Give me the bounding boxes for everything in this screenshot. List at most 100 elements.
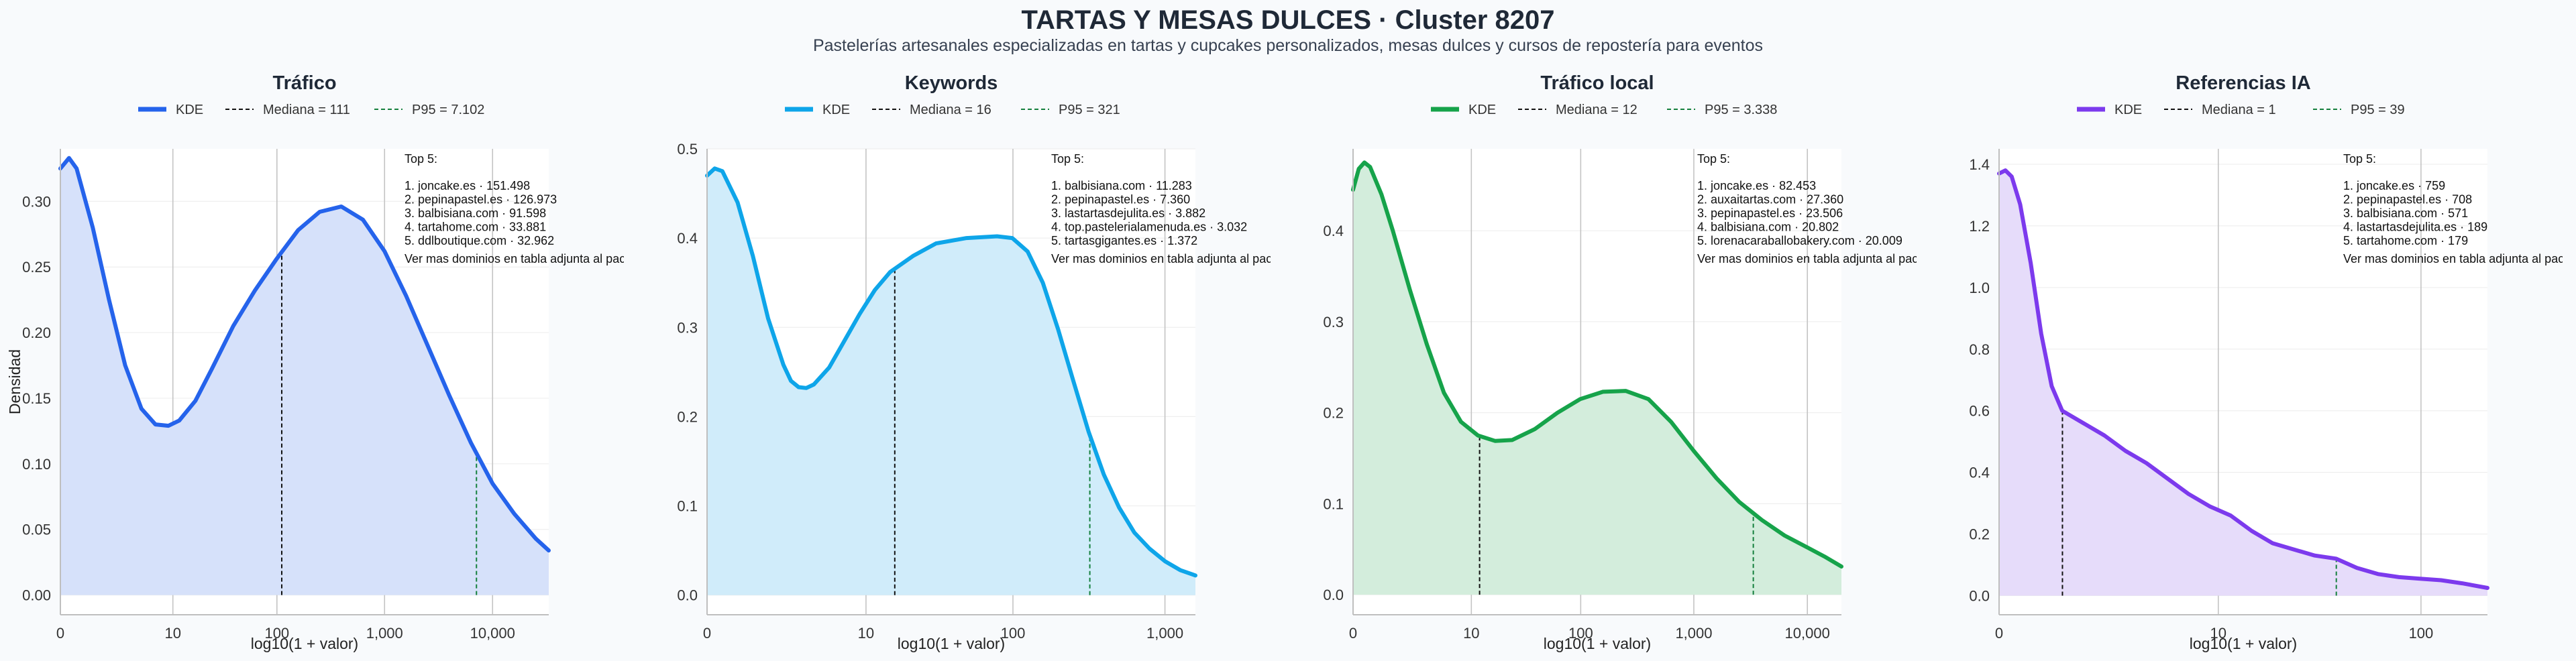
x-tick-label: 10,000 (1785, 625, 1830, 642)
y-tick-label: 0.3 (1323, 314, 1344, 330)
legend-label-median: Mediana = 1 (2202, 103, 2276, 117)
legend: KDE Mediana = 1 P95 = 39 (2077, 103, 2405, 117)
page-title: TARTAS Y MESAS DULCES · Cluster 8207 (1021, 5, 1555, 35)
y-tick-label: 1.0 (1969, 280, 1990, 296)
top5-item: 2. pepinapastel.es · 708 (2343, 193, 2472, 206)
top5-item: 5. tartasgigantes.es · 1.372 (1051, 234, 1197, 247)
top5-item: 2. pepinapastel.es · 7.360 (1051, 193, 1190, 206)
x-tick-label: 100 (1568, 625, 1593, 642)
page-subtitle: Pastelerías artesanales especializadas e… (812, 36, 1764, 55)
y-tick-label: 0.25 (22, 259, 51, 276)
kde-curve (1351, 160, 1843, 569)
top5-item: 1. joncake.es · 82.453 (1697, 179, 1816, 192)
top5-heading: Top 5: (2343, 152, 2376, 166)
y-tick-label: 1.2 (1969, 218, 1990, 235)
x-axis-label: log10(1 + valor) (251, 635, 358, 652)
x-axis-label: log10(1 + valor) (1544, 635, 1651, 652)
legend: KDE Mediana = 111 P95 = 7.102 (138, 103, 484, 117)
y-tick-label: 0.00 (22, 587, 51, 604)
x-tick-label: 1,000 (366, 625, 403, 642)
x-tick-label: 0 (1349, 625, 1357, 642)
y-tick-label: 0.1 (677, 498, 698, 515)
x-tick-label: 0 (1995, 625, 2003, 642)
y-tick-label: 0.15 (22, 390, 51, 407)
x-tick-label: 100 (1001, 625, 1026, 642)
x-tick-label: 0 (703, 625, 711, 642)
legend-label-median: Mediana = 16 (910, 103, 991, 117)
top5-item: 4. lastartasdejulita.es · 189 (2343, 221, 2487, 234)
legend-label-p95: P95 = 3.338 (1705, 103, 1777, 117)
kde-fill-area (707, 168, 1195, 595)
legend-label-median: Mediana = 12 (1556, 103, 1638, 117)
chart-panel-trafico-local: 0.0 0.1 0.2 0.3 0.4 0 10 100 1,000 10,000 log10(1 … (1323, 72, 1917, 652)
x-tick-label: 10,000 (470, 625, 515, 642)
x-tick-label: 1,000 (1146, 625, 1183, 642)
panel-title: Tráfico (272, 72, 336, 94)
legend-label-kde: KDE (2114, 103, 2142, 117)
top5-item: 2. auxaitartas.com · 27.360 (1697, 193, 1843, 206)
top5-footer-note: Ver mas dominios en tabla adjunta al pac… (1697, 252, 1917, 265)
legend-label-median: Mediana = 111 (263, 103, 350, 117)
top5-item: 3. balbisiana.com · 91.598 (405, 206, 546, 220)
x-tick-label: 100 (2409, 625, 2434, 642)
top5-item: 4. tartahome.com · 33.881 (405, 221, 546, 234)
legend-label-p95: P95 = 7.102 (412, 103, 484, 117)
top5-item: 3. balbisiana.com · 571 (2343, 206, 2468, 220)
kde-fill-area (1999, 170, 2487, 596)
top5-footer-note: Ver mas dominios en tabla adjunta al pac… (2343, 252, 2563, 265)
panel-title: Tráfico local (1540, 72, 1654, 94)
chart-panel-referencias-ia: 0.0 0.2 0.4 0.6 0.8 1.0 1.2 1.4 0 10 100 log10(1 + … (1969, 72, 2563, 652)
kde-curve (58, 156, 551, 553)
x-tick-label: 10 (1463, 625, 1479, 642)
top5-item: 1. balbisiana.com · 11.283 (1051, 179, 1192, 192)
x-tick-label: 0 (56, 625, 64, 642)
y-tick-label: 0.20 (22, 324, 51, 341)
y-tick-label: 0.2 (1323, 405, 1344, 422)
y-tick-label: 0.05 (22, 522, 51, 538)
top5-item: 5. tartahome.com · 179 (2343, 234, 2468, 247)
y-tick-label: 0.4 (1969, 465, 1990, 481)
legend-label-kde: KDE (1468, 103, 1496, 117)
x-tick-label: 10 (164, 625, 180, 642)
y-tick-label: 0.0 (1969, 588, 1990, 605)
chart-panel-keywords: 0.0 0.1 0.2 0.3 0.4 0.5 0 10 100 1,000 log10(1 + v… (677, 72, 1271, 652)
top5-heading: Top 5: (1697, 152, 1730, 166)
y-tick-label: 1.4 (1969, 156, 1990, 173)
top5-footer-note: Ver mas dominios en tabla adjunta al pac… (1051, 252, 1271, 265)
kde-curve (1997, 168, 2489, 590)
x-tick-label: 1,000 (1675, 625, 1712, 642)
x-tick-label: 100 (264, 625, 289, 642)
top5-item: 3. pepinapastel.es · 23.506 (1697, 206, 1843, 220)
y-tick-label: 0.1 (1323, 495, 1344, 512)
top5-item: 1. joncake.es · 759 (2343, 179, 2445, 192)
legend-label-p95: P95 = 321 (1059, 103, 1120, 117)
top5-item: 5. lorenacaraballobakery.com · 20.009 (1697, 234, 1902, 247)
top5-footer-note: Ver mas dominios en tabla adjunta al pac… (405, 252, 624, 265)
y-tick-label: 0.3 (677, 319, 698, 336)
y-tick-label: 0.4 (677, 230, 698, 247)
top5-item: 2. pepinapastel.es · 126.973 (405, 193, 557, 206)
top5-item: 3. lastartasdejulita.es · 3.882 (1051, 206, 1205, 220)
legend: KDE Mediana = 16 P95 = 321 (785, 103, 1120, 117)
kde-fill-area (1353, 162, 1841, 595)
y-axis-label: Densidad (6, 349, 23, 414)
legend-label-p95: P95 = 39 (2351, 103, 2405, 117)
legend-label-kde: KDE (822, 103, 850, 117)
x-tick-label: 10 (2210, 625, 2226, 642)
y-tick-label: 0.10 (22, 456, 51, 473)
y-tick-label: 0.4 (1323, 223, 1344, 239)
kde-fill-area (60, 158, 549, 595)
panel-title: Referencias IA (2176, 72, 2311, 94)
y-tick-label: 0.8 (1969, 341, 1990, 358)
y-tick-label: 0.5 (677, 141, 698, 158)
top5-heading: Top 5: (405, 152, 437, 166)
legend: KDE Mediana = 12 P95 = 3.338 (1431, 103, 1777, 117)
y-tick-label: 0.0 (1323, 587, 1344, 603)
x-axis-label: log10(1 + valor) (898, 635, 1005, 652)
y-tick-label: 0.2 (1969, 526, 1990, 543)
top5-item: 1. joncake.es · 151.498 (405, 179, 530, 192)
top5-heading: Top 5: (1051, 152, 1084, 166)
top5-item: 4. top.pastelerialamenuda.es · 3.032 (1051, 221, 1247, 234)
y-tick-label: 0.6 (1969, 403, 1990, 420)
